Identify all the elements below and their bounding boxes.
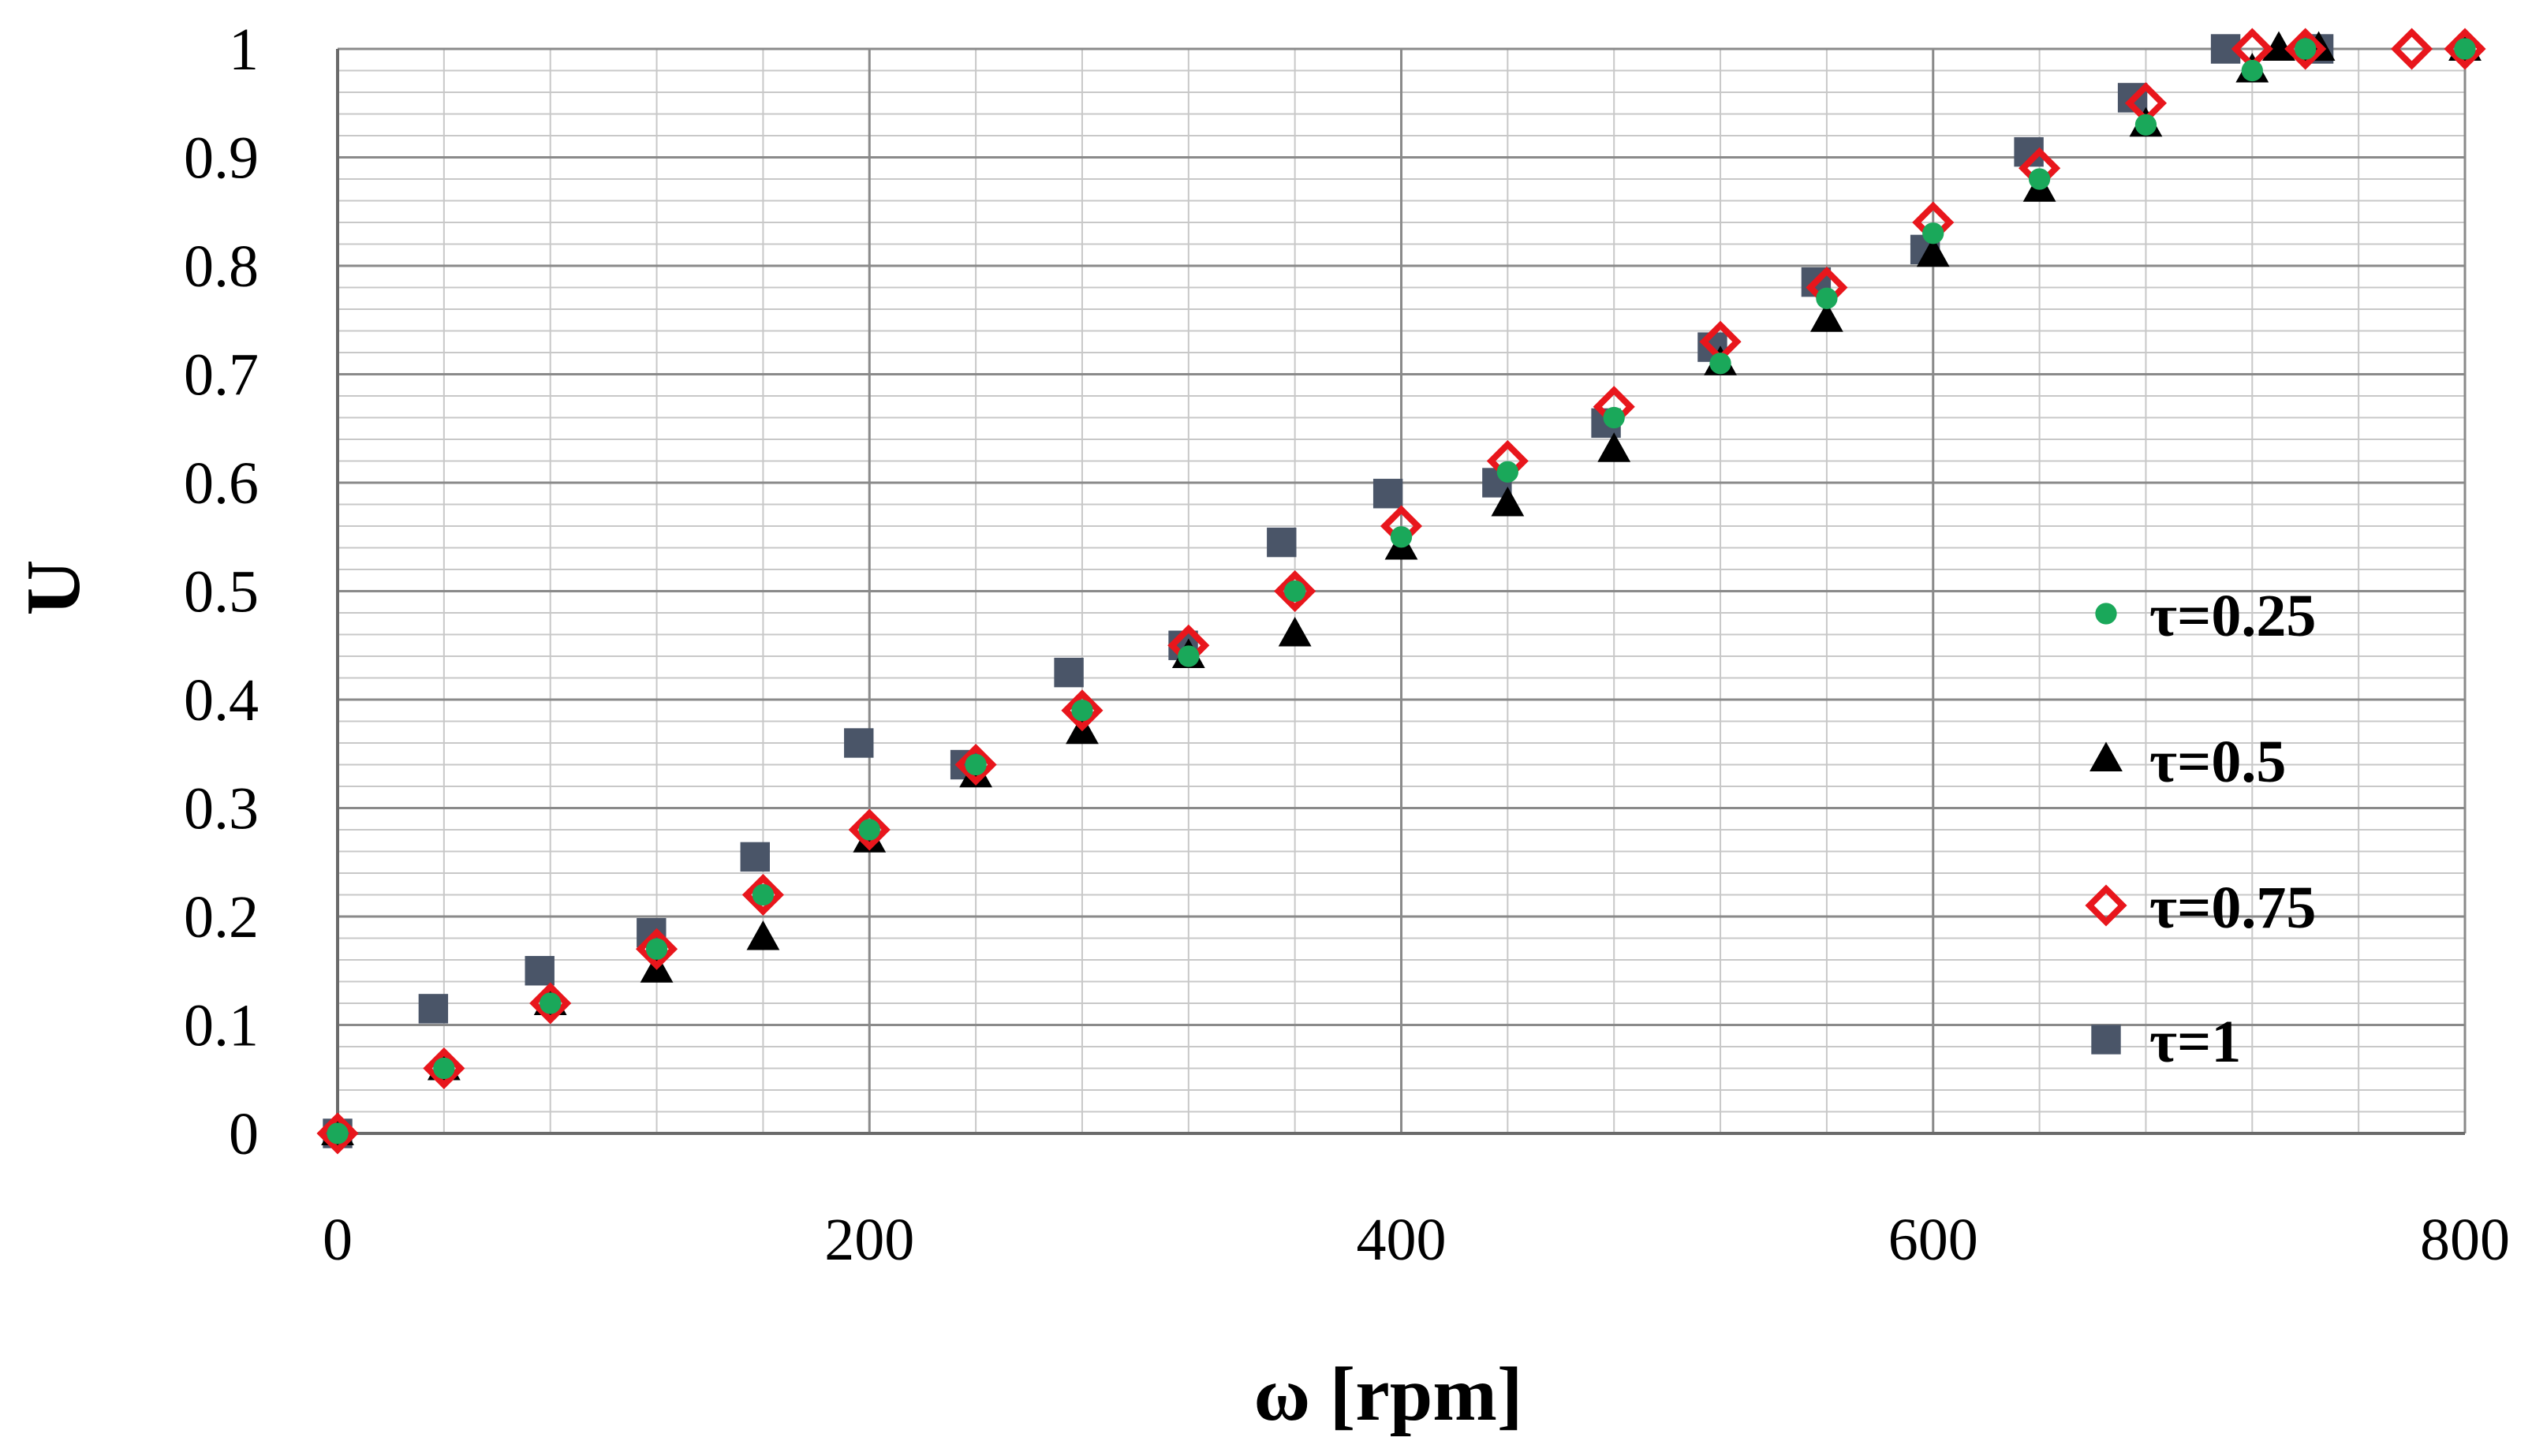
y-tick-label: 0.9 [184,125,259,192]
data-point [2284,28,2327,70]
data-point [1816,287,1838,309]
data-point [2134,114,2157,136]
data-point [1267,527,1297,558]
data-point [1372,479,1403,509]
legend-label: τ=1 [2149,1009,2241,1075]
data-point [529,982,572,1025]
legend-label: τ=0.5 [2149,729,2286,795]
data-point [635,928,678,970]
data-point [1390,526,1413,548]
data-point [1054,657,1084,688]
data-point [327,1122,349,1144]
data-point [418,994,449,1024]
data-point [954,743,997,786]
data-point [1178,645,1200,667]
data-point [2295,38,2317,60]
data-point [540,992,562,1014]
y-tick-label: 0.6 [184,450,259,517]
y-tick-label: 0 [229,1101,259,1167]
data-point [858,819,880,841]
data-point [848,808,891,851]
y-tick-label: 0.5 [184,559,259,625]
data-point [433,1057,455,1080]
data-marks [316,28,2486,1155]
data-point [1922,222,1944,245]
series-τ=0.25 [327,38,2476,1144]
legend-marker [2089,741,2123,771]
data-point [2444,28,2486,70]
data-point [1061,689,1104,732]
data-point [1916,237,1950,267]
x-tick-label: 0 [323,1207,353,1273]
legend-label: τ=0.75 [2149,875,2316,941]
data-point [1603,406,1625,429]
data-point [741,873,784,917]
data-point [525,956,555,986]
data-point [844,728,874,758]
data-point [1491,487,1525,517]
data-point [1496,461,1518,483]
data-point [2241,59,2263,82]
y-tick-label: 0.2 [184,884,259,950]
legend-marker [2095,603,2117,625]
legend-label: τ=0.25 [2149,583,2316,649]
y-axis-title: U [11,560,96,616]
y-tick-label: 0.8 [184,233,259,300]
tick-labels: 0 200 400 600 800 0 0.1 0.2 0.3 0.4 0.5 0.6 0.7 0.8 0.… [184,17,2510,1273]
data-point [1278,617,1312,647]
data-point [1284,580,1306,603]
data-point [1274,569,1316,613]
x-tick-label: 800 [2420,1207,2510,1273]
data-point [1709,353,1731,375]
data-point [1071,700,1093,722]
y-tick-label: 0.3 [184,776,259,842]
data-point [965,753,987,776]
x-axis-title: ω [rpm] [1253,1352,1522,1437]
x-tick-label: 400 [1357,1207,1447,1273]
data-point [740,842,770,872]
data-point [2262,31,2295,61]
data-point [1810,302,1843,332]
legend: τ=0.25 τ=0.5 τ=0.75 τ=1 [2085,583,2316,1075]
data-point [1597,432,1631,462]
y-tick-label: 0.4 [184,667,259,734]
legend-marker [2085,884,2127,927]
y-tick-label: 1 [229,17,259,83]
data-point [423,1047,465,1090]
data-point [2391,28,2433,70]
data-point [2454,38,2476,60]
y-tick-label: 0.1 [184,993,259,1059]
x-tick-label: 200 [824,1207,914,1273]
data-point [746,920,780,950]
data-point [752,883,775,906]
axes [336,49,2465,1135]
data-point [645,938,668,960]
data-point [316,1112,359,1155]
x-tick-label: 600 [1888,1207,1978,1273]
data-point [2028,168,2051,190]
legend-marker [2091,1025,2121,1055]
y-tick-label: 0.7 [184,342,259,409]
